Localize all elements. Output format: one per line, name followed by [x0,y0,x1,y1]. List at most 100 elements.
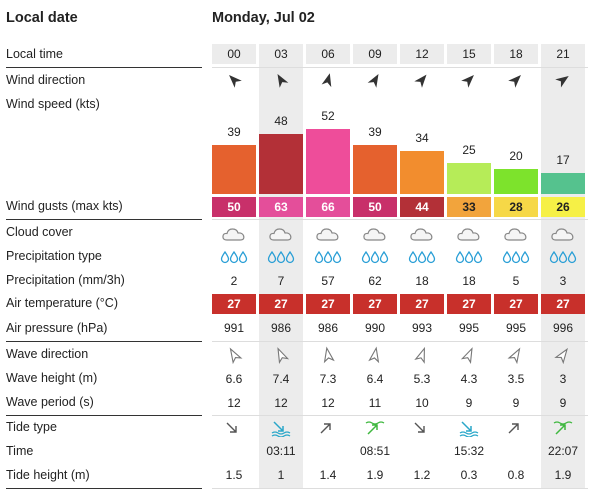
wind-gust-value: 63 [259,197,303,217]
wind-direction-cell [447,71,491,89]
label-wave-height: Wave height (m) [6,371,98,385]
tide-low-icon [459,421,479,437]
precip-type-cell [494,250,538,264]
cloud-cover-cell [400,225,444,243]
wind-arrow-icon [229,75,242,88]
tide-falling-icon [414,422,425,433]
label-tide-height: Tide height (m) [6,468,90,482]
precip-type-cell [212,250,256,264]
tide-height-value: 0.3 [460,468,478,482]
air-temperature-value: 27 [212,294,256,314]
wave-arrow-icon [414,346,425,364]
wind-speed-bar [400,151,444,194]
wind-direction-cell [541,71,585,89]
label-tide-type: Tide type [6,420,57,434]
air-pressure-value: 995 [458,321,480,335]
precipitation-value: 18 [462,274,476,288]
wind-direction-cell [212,71,256,89]
air-pressure-value: 993 [411,321,433,335]
wave-arrow-icon [229,347,243,364]
cloud-icon [551,228,574,241]
air-pressure-value: 990 [364,321,386,335]
wave-height-value: 5.3 [413,372,431,386]
tide-time-value: 15:32 [453,444,485,458]
air-pressure-value: 995 [505,321,527,335]
tide-height-value: 1.4 [319,468,337,482]
precipitation-value: 5 [512,274,520,288]
wind-speed-bar [259,134,303,194]
wind-gust-value: 33 [447,197,491,217]
wave-height-value: 4.3 [460,372,478,386]
precip-type-cell [400,250,444,264]
cloud-cover-cell [306,225,350,243]
date-header: Monday, Jul 02 [212,10,315,26]
wave-period-value: 9 [559,396,567,410]
tide-high-icon [553,421,573,435]
wind-arrow-icon [277,73,289,88]
tide-height-value: 0.8 [507,468,525,482]
wind-gust-value: 28 [494,197,538,217]
precipitation-value: 2 [230,274,238,288]
precip-type-cell [447,250,491,264]
tide-high-icon [365,421,385,435]
hour-cell: 09 [353,44,397,64]
tide-rising-icon [320,423,331,434]
air-temperature-value: 27 [541,294,585,314]
wave-period-value: 9 [512,396,520,410]
precipitation-value: 7 [277,274,285,288]
wave-period-value: 10 [415,396,429,410]
raindrops-icon [361,250,389,264]
wind-speed-bar [306,129,350,194]
tide-type-cell [353,419,397,437]
label-time: Time [6,444,34,458]
hour-cell: 06 [306,44,350,64]
tide-height-value: 1.2 [413,468,431,482]
tide-type-cell [447,419,491,437]
wind-gust-value: 44 [400,197,444,217]
wave-height-value: 6.4 [366,372,384,386]
wave-direction-cell [494,346,538,364]
wave-period-value: 12 [227,396,241,410]
wave-arrow-icon [323,346,335,364]
cloud-cover-cell [259,225,303,243]
wind-arrow-icon [367,73,379,88]
air-pressure-value: 986 [270,321,292,335]
tide-type-cell [212,419,256,437]
precipitation-value: 3 [559,274,567,288]
divider [6,67,202,68]
wind-direction-cell [494,71,538,89]
label-wave-period: Wave period (s) [6,395,94,409]
hour-cell: 03 [259,44,303,64]
wave-arrow-icon [554,347,568,364]
air-temperature-value: 27 [447,294,491,314]
cloud-icon [504,228,527,241]
label-wave-direction: Wave direction [6,347,89,361]
tide-rising-icon [508,423,519,434]
hour-cell: 18 [494,44,538,64]
wind-direction-cell [400,71,444,89]
wind-gust-value: 26 [541,197,585,217]
wave-direction-cell [306,346,350,364]
cloud-icon [316,228,339,241]
wave-direction-cell [212,346,256,364]
wave-arrow-icon [277,347,290,364]
tide-time-value: 22:07 [547,444,579,458]
row-divider [212,67,588,68]
wave-direction-cell [447,346,491,364]
tide-time-value: 08:51 [359,444,391,458]
column-highlight [259,44,303,489]
cloud-cover-cell [541,225,585,243]
air-pressure-value: 986 [317,321,339,335]
wind-speed-value: 34 [415,131,429,145]
wave-direction-cell [353,346,397,364]
label-wind-gusts: Wind gusts (max kts) [6,199,123,213]
wind-gust-value: 50 [353,197,397,217]
wave-period-value: 12 [321,396,335,410]
air-temperature-value: 27 [353,294,397,314]
wind-speed-value: 39 [368,125,382,139]
wind-speed-bar [494,169,538,194]
cloud-icon [410,228,433,241]
raindrops-icon [549,250,577,264]
label-air-pressure: Air pressure (hPa) [6,321,108,335]
